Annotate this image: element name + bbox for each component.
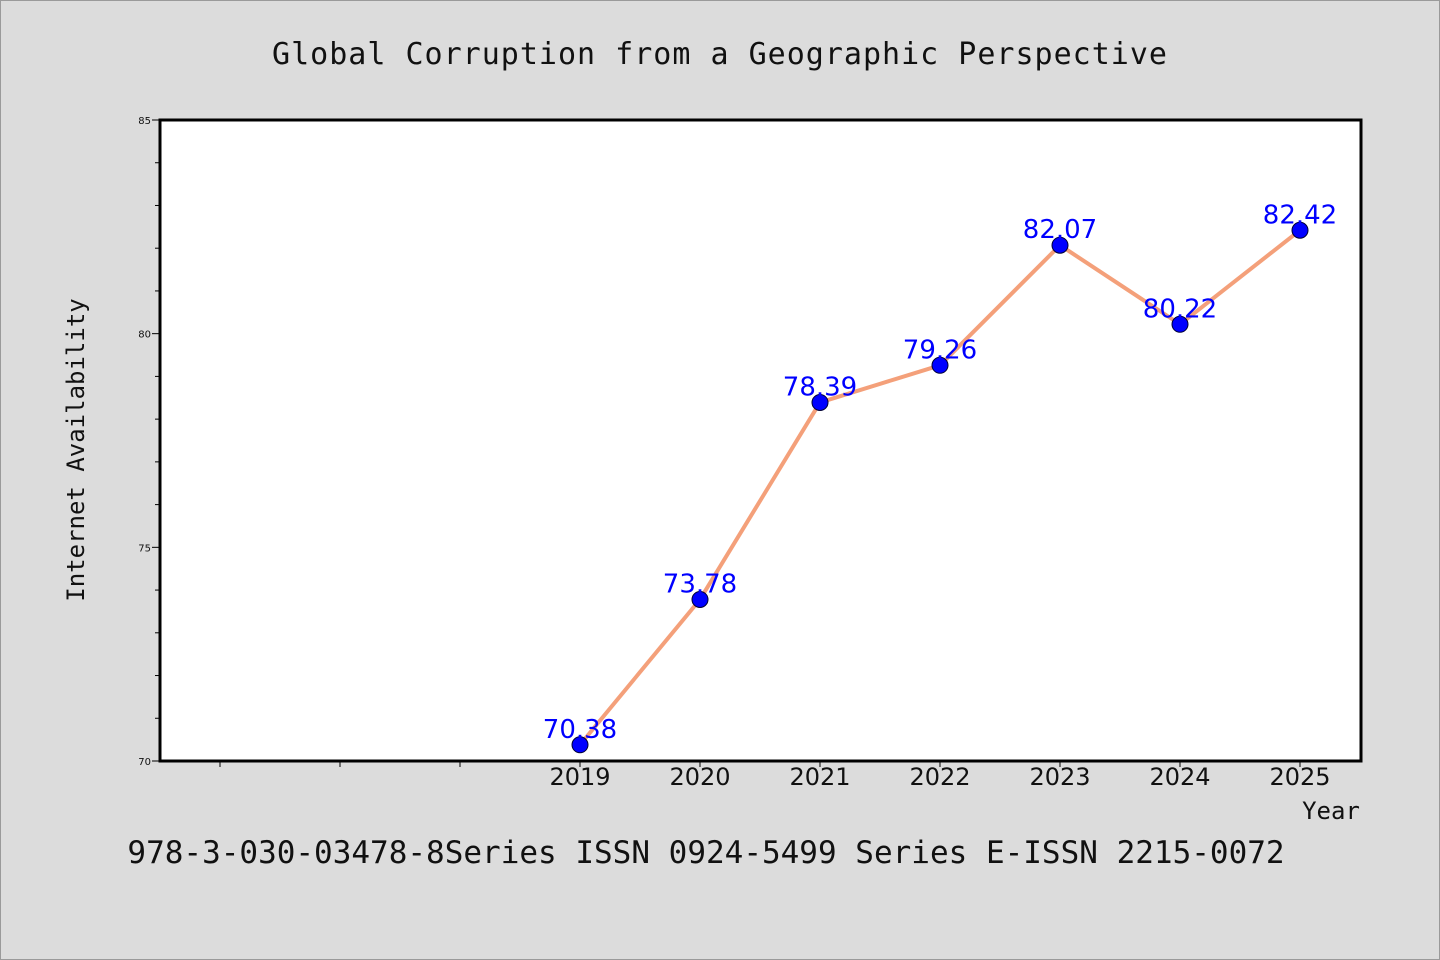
y-axis: 70 75 80 85: [138, 116, 160, 768]
x-axis: 2019 2020 2021 2022 2023 2024 2025: [219, 761, 1331, 791]
x-tick-label: 2025: [1269, 763, 1330, 791]
y-tick-label: 80: [138, 330, 151, 341]
y-axis-label: Internet Availability: [62, 298, 90, 601]
data-point: [811, 393, 829, 411]
x-tick-label: 2023: [1029, 763, 1090, 791]
y-tick-label: 70: [138, 757, 151, 768]
data-label: 79.26: [903, 335, 977, 365]
data-label: 80.22: [1143, 294, 1217, 324]
data-label: 82.42: [1263, 200, 1337, 230]
chart-title: Global Corruption from a Geographic Pers…: [272, 37, 1168, 72]
x-tick-label: 2021: [789, 763, 850, 791]
data-point: [691, 590, 709, 608]
footer-isbn-text: 978-3-030-03478-8Series ISSN 0924-5499 S…: [127, 835, 1284, 871]
data-point: [571, 736, 589, 754]
data-label: 82.07: [1023, 215, 1097, 245]
x-tick-label: 2022: [909, 763, 970, 791]
data-point: [1051, 236, 1069, 254]
x-tick-label: 2020: [669, 763, 730, 791]
x-axis-label: Year: [1302, 797, 1360, 825]
x-tick-label: 2019: [549, 763, 610, 791]
data-point: [1171, 315, 1189, 333]
y-tick-label: 75: [138, 543, 151, 554]
data-point: [931, 356, 949, 374]
data-point: [1291, 221, 1309, 239]
y-tick-label: 85: [138, 116, 151, 127]
data-label: 73.78: [663, 569, 737, 599]
series-layer: 70.38 73.78 78.39 79.26 82.07 80.22 82.42: [543, 200, 1337, 754]
plot-area: [158, 118, 1363, 763]
data-label: 70.38: [543, 715, 617, 745]
data-label: 78.39: [783, 372, 857, 402]
x-tick-label: 2024: [1149, 763, 1210, 791]
